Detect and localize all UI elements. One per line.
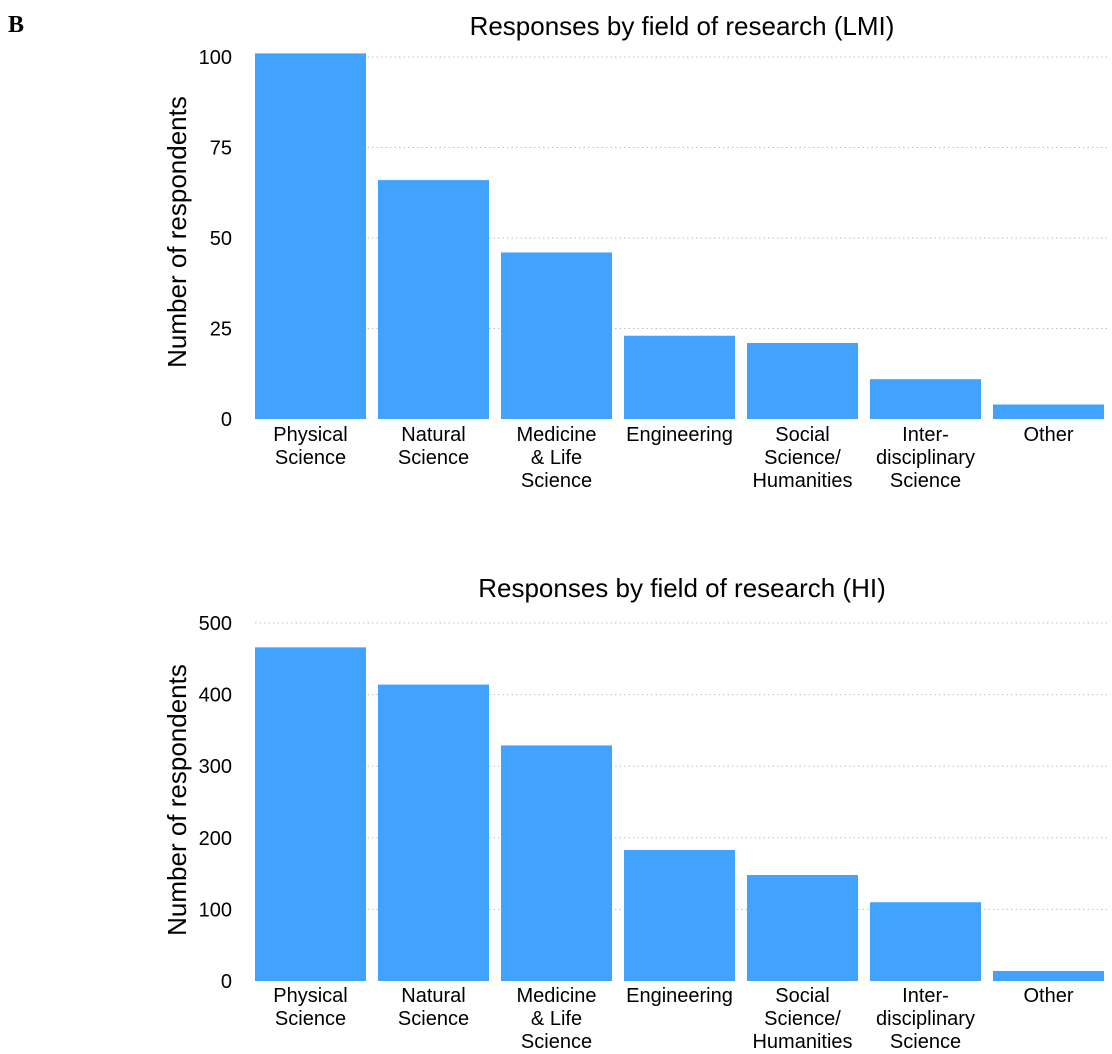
x-tick-label: Social Science/Humanities: [752, 985, 852, 1053]
bar: [747, 875, 858, 981]
y-axis-label: Number of respondents: [162, 664, 192, 936]
bar: [255, 53, 366, 419]
y-tick-label: 25: [210, 319, 232, 341]
y-tick-label: 0: [221, 971, 232, 993]
y-tick-label: 50: [210, 228, 232, 250]
bar: [501, 745, 612, 981]
bar: [870, 379, 981, 419]
bar: [624, 849, 735, 981]
y-tick-label: 100: [199, 47, 232, 69]
bar: [624, 335, 735, 419]
y-axis-label: Number of respondents: [162, 96, 192, 368]
x-tick-label: Engineering: [626, 424, 733, 446]
x-tick-label: Natural Science: [398, 424, 469, 469]
x-tick-label: Medicine & Life Science: [516, 985, 596, 1053]
bar: [993, 970, 1104, 981]
x-tick-label: Physical Science: [273, 985, 347, 1030]
bar: [747, 342, 858, 419]
x-tick-label: Inter-disciplinary Science: [876, 424, 975, 492]
panel-label: B: [8, 12, 24, 38]
bar: [501, 252, 612, 419]
x-tick-label: Engineering: [626, 985, 733, 1007]
bar: [870, 902, 981, 981]
y-tick-label: 75: [210, 138, 232, 160]
chart-hi: Responses by field of research (HI) Numbe…: [162, 573, 1108, 1053]
chart-title: Responses by field of research (LMI): [470, 11, 895, 41]
y-tick-label: 400: [199, 685, 232, 707]
chart-title: Responses by field of research (HI): [478, 573, 886, 603]
bar: [378, 684, 489, 981]
bar: [255, 647, 366, 981]
y-tick-label: 200: [199, 828, 232, 850]
x-tick-label: Social Science/Humanities: [752, 424, 852, 492]
bar: [993, 404, 1104, 419]
x-tick-label: Physical Science: [273, 424, 347, 469]
x-tick-label: Other: [1023, 985, 1073, 1007]
y-tick-label: 500: [199, 613, 232, 635]
chart-lmi: Responses by field of research (LMI) Numb…: [162, 11, 1108, 492]
x-tick-label: Other: [1023, 424, 1073, 446]
y-tick-label: 100: [199, 899, 232, 921]
x-tick-label: Medicine & Life Science: [516, 424, 596, 492]
y-tick-label: 0: [221, 409, 232, 431]
bar: [378, 180, 489, 419]
y-tick-label: 300: [199, 756, 232, 778]
x-tick-label: Inter-disciplinary Science: [876, 985, 975, 1053]
x-tick-label: Natural Science: [398, 985, 469, 1030]
